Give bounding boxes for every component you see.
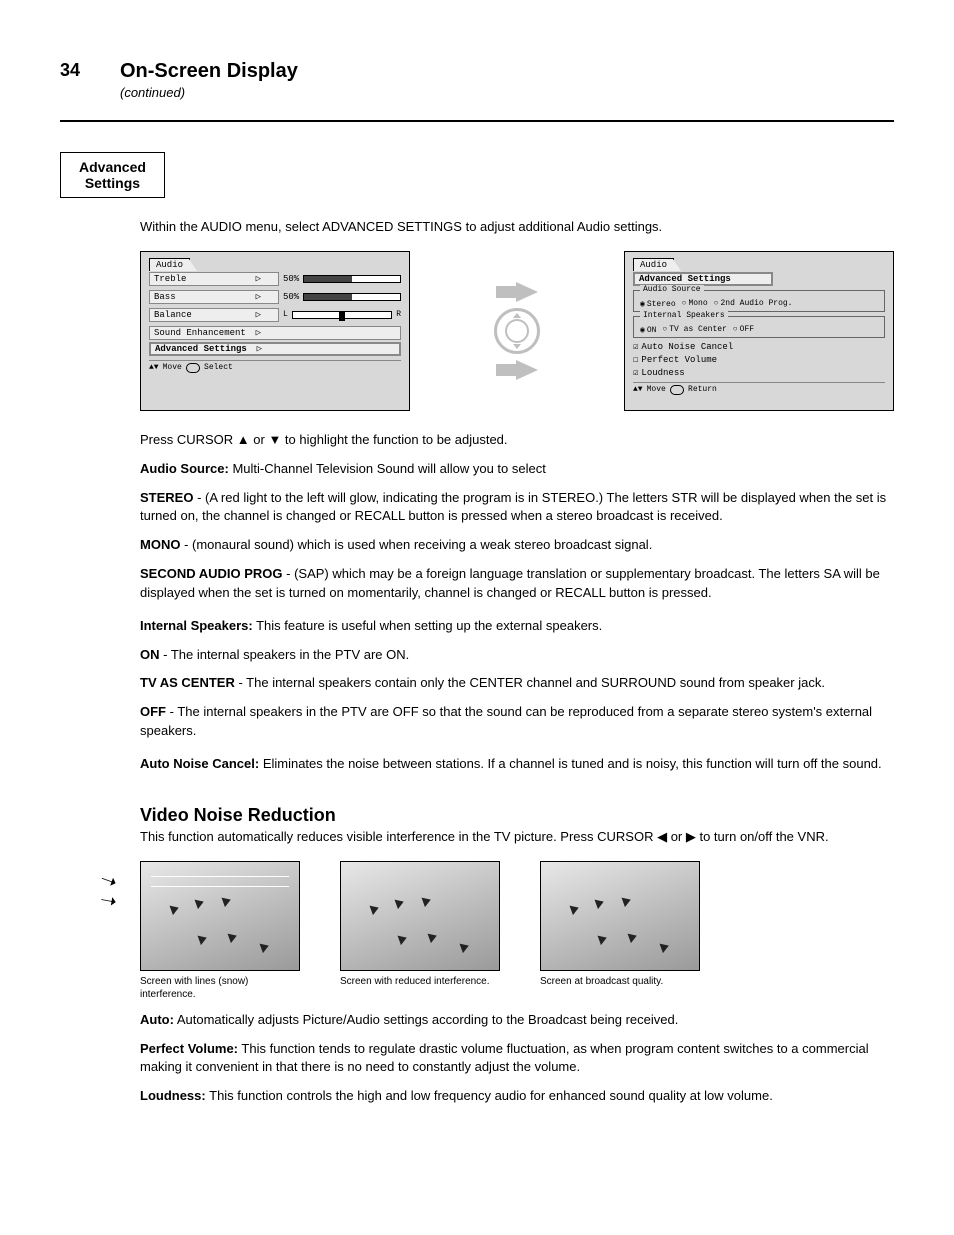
vnr-p: This function automatically reduces visi… (140, 828, 894, 847)
vnr-heading: Video Noise Reduction (140, 802, 894, 828)
opt-stereo-desc: - (A red light to the left will glow, in… (140, 490, 886, 524)
loud-h: Loudness: (140, 1088, 206, 1103)
opt-spk-center: TV as Center (662, 325, 726, 335)
treble-value: 50% (283, 274, 299, 284)
opt-spk-off: OFF (733, 325, 754, 335)
bass-label: Bass (154, 292, 249, 302)
opt-on-name: ON (140, 647, 160, 662)
advanced-osd-panel: Audio Advanced Settings Audio Source Ste… (624, 251, 894, 411)
header-rule (60, 120, 894, 122)
chk-pv: Perfect Volume (633, 355, 885, 365)
auto-h: Auto: (140, 1012, 174, 1027)
page-subtitle: (continued) (120, 85, 894, 100)
osd-footer-right: ▲▼Move Return (633, 382, 885, 395)
opt-off-desc: - The internal speakers in the PTV are O… (140, 704, 872, 738)
body-content: Press CURSOR ▲ or ▼ to highlight the fun… (140, 431, 894, 1106)
balance-label: Balance (154, 310, 249, 320)
pointer-arrow-icon: ➝ (98, 886, 120, 917)
opt-sap: 2nd Audio Prog. (714, 299, 793, 309)
opt-mono: Mono (682, 299, 708, 309)
box-line1: Advanced (79, 159, 146, 175)
osd-item-advanced: Advanced Settings▷ (149, 342, 401, 356)
osd-footer-left: ▲▼Move Select (149, 360, 401, 373)
opt-center-desc: - The internal speakers contain only the… (235, 675, 825, 690)
audio-osd-panel: Audio Treble▷ 50% Bass▷ 50% Balance▷ L R… (140, 251, 410, 411)
anc-h: Auto Noise Cancel: (140, 756, 259, 771)
bass-slider (303, 293, 401, 301)
chk-anc: Auto Noise Cancel (633, 342, 885, 352)
opt-spk-on: ON (640, 325, 656, 335)
opt-stereo-name: STEREO (140, 490, 193, 505)
pv-p: This function tends to regulate drastic … (140, 1041, 869, 1075)
audio-tab: Audio (149, 258, 190, 271)
opt-mono-name: MONO (140, 537, 180, 552)
transition-arrow (494, 282, 540, 380)
img1-caption: Screen with lines (snow) interference. (140, 975, 300, 1001)
treble-label: Treble (154, 274, 249, 284)
vnr-image-1 (140, 861, 300, 971)
img3-caption: Screen at broadcast quality. (540, 975, 700, 988)
adv-subtab: Advanced Settings (633, 272, 773, 286)
internal-p: This feature is useful when setting up t… (256, 618, 602, 633)
osd-item-balance: Balance▷ L R (149, 306, 401, 324)
pv-h: Perfect Volume: (140, 1041, 238, 1056)
page-title: On-Screen Display (120, 60, 894, 83)
page-header: 34 On-Screen Display (continued) (60, 60, 894, 100)
osd-row: Audio Treble▷ 50% Bass▷ 50% Balance▷ L R… (140, 251, 894, 411)
opt-stereo: Stereo (640, 299, 676, 309)
osd-item-treble: Treble▷ 50% (149, 270, 401, 288)
opt-off-name: OFF (140, 704, 166, 719)
opt-center-name: TV AS CENTER (140, 675, 235, 690)
internal-h: Internal Speakers: (140, 618, 253, 633)
page-number: 34 (60, 60, 100, 81)
internal-speakers-title: Internal Speakers (640, 311, 728, 320)
chk-loud: Loudness (633, 368, 885, 378)
adv-tab-audio: Audio (633, 258, 674, 271)
audio-source-group: Audio Source Stereo Mono 2nd Audio Prog. (633, 290, 885, 312)
osd-item-bass: Bass▷ 50% (149, 288, 401, 306)
opt-sap-name: SECOND AUDIO PROG (140, 566, 283, 581)
opt-mono-desc: - (monaural sound) which is used when re… (180, 537, 652, 552)
treble-slider (303, 275, 401, 283)
balance-slider (292, 311, 392, 319)
image-row: ➝ ➝ Screen with lines (snow) interferenc… (140, 861, 894, 1001)
internal-speakers-group: Internal Speakers ON TV as Center OFF (633, 316, 885, 338)
advanced-settings-box: Advanced Settings (60, 152, 165, 198)
balance-left: L (283, 310, 288, 319)
bass-value: 50% (283, 292, 299, 302)
img2-caption: Screen with reduced interference. (340, 975, 500, 988)
lead-text: Within the AUDIO menu, select ADVANCED S… (140, 218, 894, 237)
osd-item-sound-enh: Sound Enhancement▷ (149, 326, 401, 340)
audio-source-h: Audio Source: (140, 461, 229, 476)
audio-source-title: Audio Source (640, 285, 704, 294)
nav-line: Press CURSOR ▲ or ▼ to highlight the fun… (140, 431, 894, 450)
vnr-image-2 (340, 861, 500, 971)
opt-on-desc: - The internal speakers in the PTV are O… (160, 647, 410, 662)
loud-p: This function controls the high and low … (209, 1088, 773, 1103)
audio-source-p: Multi-Channel Television Sound will allo… (232, 461, 545, 476)
box-line2: Settings (85, 175, 140, 191)
anc-p: Eliminates the noise between stations. I… (263, 756, 882, 771)
balance-right: R (396, 310, 401, 319)
cursor-knob-icon (494, 308, 540, 354)
vnr-image-3 (540, 861, 700, 971)
auto-p: Automatically adjusts Picture/Audio sett… (177, 1012, 679, 1027)
